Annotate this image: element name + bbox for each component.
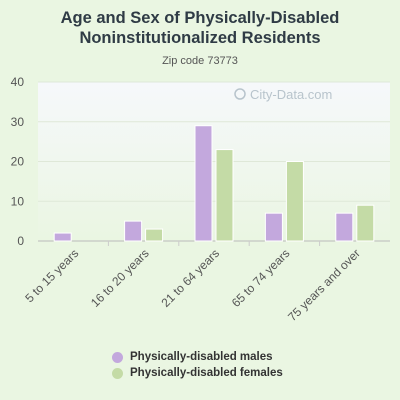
watermark: City-Data.com	[234, 87, 332, 102]
bar-females	[356, 204, 375, 242]
y-tick-label: 10	[11, 194, 25, 208]
x-tick-label: 5 to 15 years	[22, 246, 81, 305]
legend-label-females: Physically-disabled females	[130, 367, 283, 379]
bar-males	[194, 125, 213, 242]
bar-males	[264, 212, 283, 242]
bar-males	[124, 220, 143, 242]
y-tick-label: 20	[11, 155, 25, 169]
legend-item-females: Physically-disabled females	[112, 365, 283, 381]
y-tick-label: 0	[17, 234, 24, 248]
legend-swatch-females	[112, 367, 123, 379]
legend-label-males: Physically-disabled males	[130, 351, 273, 363]
y-tick-label: 30	[11, 115, 25, 129]
bar-females	[285, 161, 304, 242]
bar-males	[53, 232, 72, 242]
bar-females	[215, 149, 234, 242]
chart-title-line1: Age and Sex of Physically-Disabled	[60, 9, 340, 27]
magnifier-icon	[234, 88, 246, 100]
y-tick-label: 40	[11, 75, 25, 89]
chart-title-line2: Noninstitutionalized Residents	[79, 29, 321, 47]
chart-legend: Physically-disabled males Physically-dis…	[112, 349, 283, 381]
legend-item-males: Physically-disabled males	[112, 349, 283, 365]
bar-females	[145, 228, 164, 242]
x-tick-label: 21 to 64 years	[158, 246, 222, 310]
watermark-text: City-Data.com	[250, 87, 332, 102]
x-tick-label: 65 to 74 years	[229, 246, 293, 310]
bar-males	[335, 212, 354, 242]
x-tick-label: 16 to 20 years	[88, 246, 152, 310]
chart-title: Age and Sex of Physically-Disabled Nonin…	[0, 8, 400, 48]
chart-subtitle: Zip code 73773	[162, 55, 238, 67]
legend-swatch-males	[112, 351, 123, 363]
x-tick-label: 75 years and over	[285, 246, 363, 324]
